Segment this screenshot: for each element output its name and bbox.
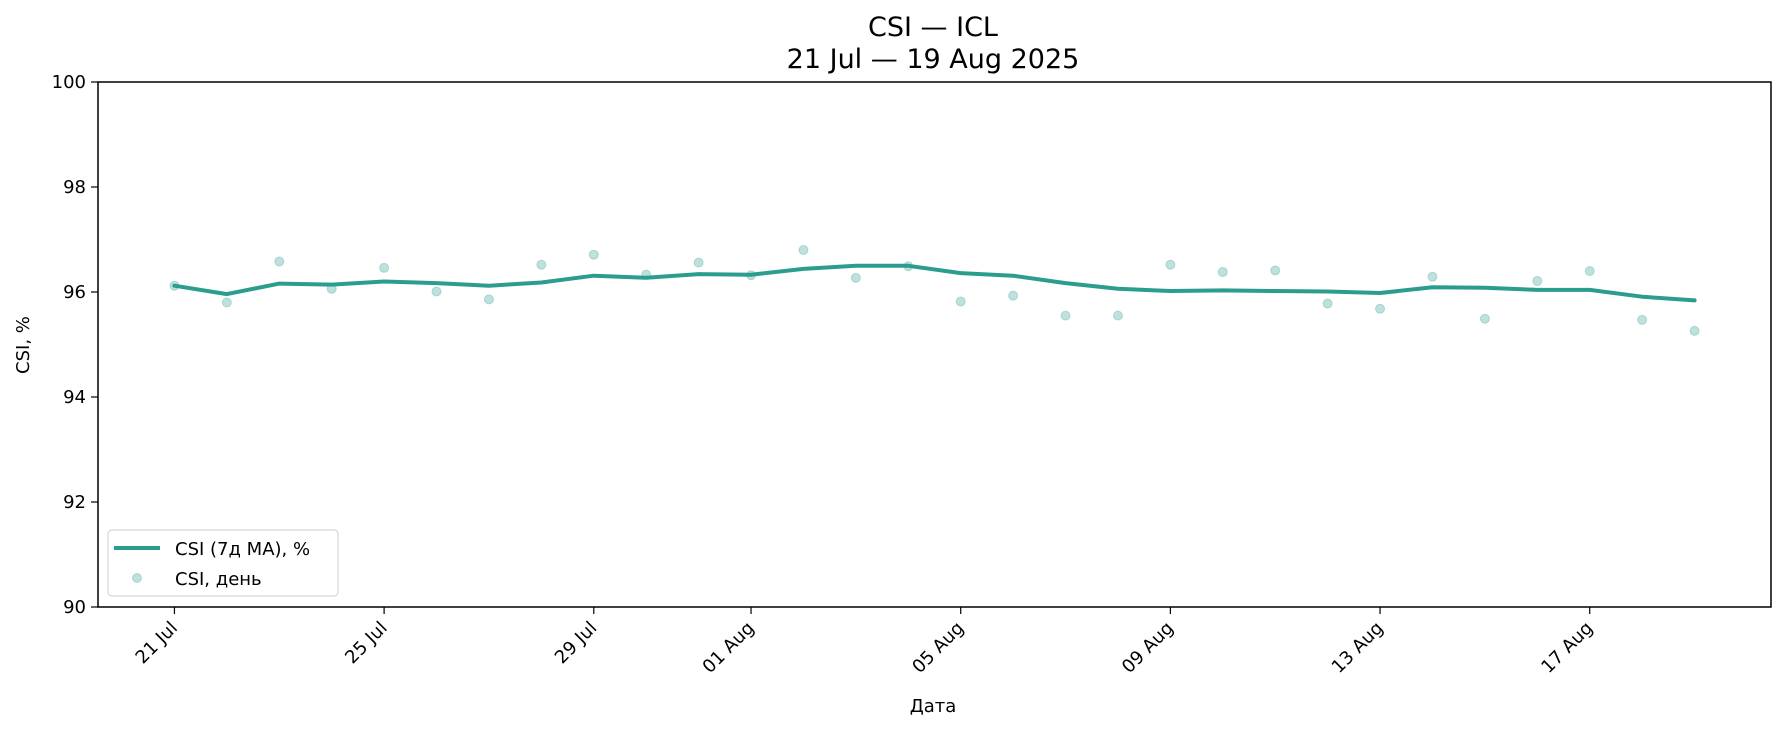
daily-point (588, 249, 599, 260)
y-tick-label: 92 (63, 492, 86, 513)
daily-point (1427, 271, 1438, 282)
y-tick-label: 98 (63, 177, 86, 198)
daily-point (431, 286, 442, 297)
daily-point (1270, 265, 1281, 276)
ma-series-line (172, 263, 1697, 303)
legend: CSI (7д MA), % CSI, день (107, 529, 339, 597)
daily-point (955, 296, 966, 307)
chart-subtitle: 21 Jul — 19 Aug 2025 (787, 44, 1080, 75)
y-tick-label: 100 (52, 72, 86, 93)
daily-point (1584, 266, 1595, 276)
y-tick-label: 96 (63, 282, 86, 303)
daily-point (798, 245, 809, 255)
daily-point (221, 297, 232, 308)
y-tick-label: 94 (63, 387, 86, 408)
y-axis-label: CSI, % (13, 316, 34, 374)
daily-point (1060, 310, 1071, 321)
daily-point (1322, 298, 1333, 309)
legend-label-ma: CSI (7д MA), % (175, 539, 310, 560)
legend-label-daily: CSI, день (175, 569, 262, 590)
legend-dot-marker (132, 573, 142, 583)
daily-point (1008, 290, 1019, 301)
y-axis: 90 92 94 96 98 100 (52, 72, 98, 618)
daily-point (1532, 275, 1543, 286)
x-axis-label: Дата (910, 696, 957, 717)
daily-point (1479, 313, 1490, 324)
daily-point (1375, 303, 1386, 314)
daily-point (850, 272, 861, 283)
daily-point (1165, 259, 1176, 270)
daily-point (1637, 314, 1648, 325)
y-tick-label: 90 (63, 597, 86, 618)
daily-point (536, 259, 547, 270)
chart-title: CSI — ICL (868, 12, 998, 43)
daily-point (1112, 310, 1123, 321)
legend-box (107, 529, 339, 597)
daily-point (1217, 267, 1228, 278)
plot-area (169, 245, 1700, 336)
plot-frame (97, 81, 1772, 608)
daily-point (274, 256, 285, 267)
daily-point (379, 262, 390, 273)
daily-point (693, 257, 704, 268)
daily-point (1689, 325, 1700, 336)
daily-point (483, 294, 494, 305)
